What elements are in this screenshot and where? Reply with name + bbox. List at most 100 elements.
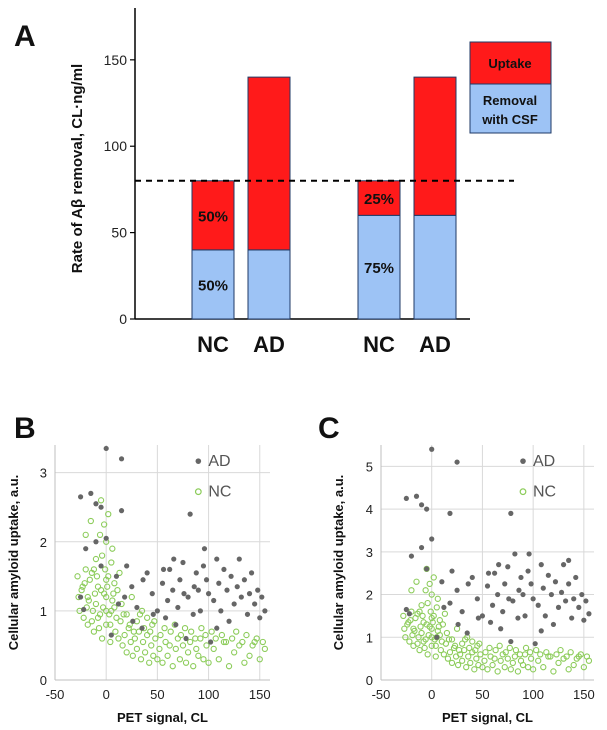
nc-data-point	[443, 629, 451, 637]
nc-data-point	[88, 618, 96, 625]
legend-nc-marker	[519, 488, 527, 496]
nc-data-point	[458, 640, 466, 647]
y-tick-label: 4	[366, 502, 373, 517]
nc-data-point	[463, 664, 470, 671]
ad-data-point	[171, 556, 177, 562]
x-tick-label: 100	[198, 687, 220, 702]
nc-data-point	[550, 668, 557, 675]
nc-data-point	[484, 666, 491, 673]
nc-data-point	[111, 580, 118, 587]
ad-data-point	[177, 577, 183, 583]
nc-data-point	[141, 649, 149, 656]
x-axis-title: PET signal, CL	[442, 710, 533, 725]
ad-data-point	[449, 568, 455, 574]
ad-data-point	[185, 594, 191, 600]
ad-data-point	[238, 594, 244, 600]
nc-data-point	[236, 642, 243, 649]
nc-data-point	[522, 644, 530, 652]
panel-letter-b: B	[14, 412, 36, 445]
y-axis-title: Cellular amyloid uptake, a.u.	[6, 475, 21, 651]
nc-data-point	[553, 651, 560, 658]
nc-data-point	[501, 664, 508, 671]
nc-data-point	[506, 644, 513, 652]
ad-data-point	[542, 613, 548, 619]
panel-letter-c: C	[318, 412, 340, 445]
ad-data-point	[118, 508, 125, 514]
ad-data-point	[515, 615, 521, 621]
nc-data-point	[473, 655, 480, 662]
ad-data-point	[244, 611, 251, 617]
legend-nc-label: NC	[208, 484, 231, 501]
nc-data-point	[261, 645, 269, 653]
nc-data-point	[176, 656, 184, 663]
ad-data-point	[560, 562, 567, 568]
nc-data-point	[428, 614, 435, 622]
nc-data-point	[491, 655, 498, 662]
nc-data-point	[537, 651, 544, 658]
nc-data-point	[96, 531, 104, 539]
ad-data-point	[459, 609, 465, 615]
nc-data-point	[95, 625, 103, 632]
ad-data-point	[193, 570, 199, 576]
nc-data-point	[521, 651, 529, 658]
ad-data-point	[540, 585, 546, 591]
y-tick-label: 2	[366, 588, 373, 603]
nc-data-point	[472, 646, 479, 654]
ad-data-point	[528, 581, 534, 587]
ad-data-point	[221, 566, 227, 573]
ad-data-point	[197, 608, 203, 614]
ad-data-point	[183, 635, 189, 642]
nc-data-point	[108, 559, 115, 566]
nc-data-point	[465, 653, 472, 660]
nc-data-point	[557, 646, 564, 654]
nc-data-point	[467, 659, 474, 667]
nc-data-point	[241, 659, 248, 666]
ad-data-point	[484, 583, 491, 589]
nc-data-point	[570, 661, 577, 669]
nc-data-point	[88, 569, 96, 577]
nc-data-point	[107, 638, 114, 646]
nc-data-point	[231, 649, 238, 656]
ad-data-point	[496, 562, 502, 568]
legend-uptake-label: Uptake	[488, 56, 531, 71]
nc-data-point	[100, 521, 108, 528]
nc-data-point	[461, 646, 468, 654]
ad-data-point	[502, 581, 508, 587]
nc-data-point	[162, 638, 169, 646]
ad-data-point	[214, 556, 220, 562]
nc-data-point	[516, 651, 524, 658]
ad-data-point	[538, 628, 544, 634]
nc-data-point	[117, 618, 124, 625]
ad-data-point	[510, 598, 516, 604]
ad-data-point	[525, 568, 531, 574]
ad-data-point	[98, 504, 104, 510]
ad-data-point	[495, 591, 501, 598]
nc-data-point	[428, 642, 435, 649]
ad-data-point	[418, 502, 425, 508]
nc-data-point	[540, 664, 547, 671]
nc-data-point	[527, 655, 535, 662]
y-tick-label: 0	[119, 311, 127, 327]
nc-data-point	[486, 644, 493, 652]
ad-data-point	[93, 539, 99, 545]
nc-data-point	[81, 580, 88, 587]
nc-data-point	[120, 611, 127, 618]
nc-data-point	[494, 668, 501, 675]
x-tick-label: 0	[428, 687, 435, 702]
ad-data-point	[115, 601, 122, 607]
nc-data-point	[497, 657, 504, 664]
ad-data-point	[526, 551, 532, 557]
ad-data-point	[548, 591, 555, 598]
ad-data-point	[180, 559, 186, 566]
nc-data-point	[210, 645, 217, 653]
nc-data-point	[555, 659, 562, 667]
nc-data-point	[92, 600, 100, 608]
ad-data-point	[203, 577, 210, 583]
bar-removal-percent-label: 50%	[198, 277, 228, 294]
nc-data-point	[448, 659, 456, 667]
nc-data-point	[430, 574, 437, 581]
nc-data-point	[92, 555, 100, 563]
nc-data-point	[427, 608, 434, 615]
ad-data-point	[475, 615, 481, 621]
nc-data-point	[451, 642, 459, 649]
